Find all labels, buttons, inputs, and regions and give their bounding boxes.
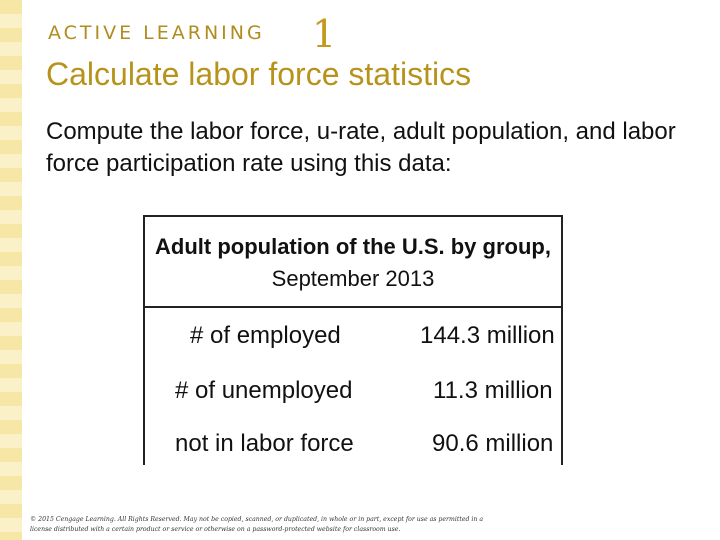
table-header-bold: Adult population of the U.S. by group,	[155, 234, 551, 259]
data-table: Adult population of the U.S. by group, S…	[143, 215, 563, 465]
row-employed-label: # of employed	[190, 322, 341, 349]
row-unemployed-value: 11.3 million	[433, 377, 553, 404]
row-employed-value: 144.3 million	[420, 322, 555, 349]
active-learning-label: ACTIVE LEARNING	[48, 22, 265, 44]
slide-title: Calculate labor force statistics	[46, 56, 472, 92]
exercise-prompt: Compute the labor force, u-rate, adult p…	[46, 118, 676, 177]
exercise-number: 1	[312, 12, 337, 56]
row-not-in-labor-force-label: not in labor force	[175, 430, 354, 457]
table-header-date: September 2013	[271, 266, 435, 291]
copyright-notice: © 2015 Cengage Learning. All Rights Rese…	[30, 516, 484, 533]
row-not-in-labor-force-value: 90.6 million	[432, 430, 554, 457]
table-header: Adult population of the U.S. by group, S…	[145, 217, 561, 308]
decorative-stripe	[0, 0, 22, 540]
row-unemployed-label: # of unemployed	[175, 377, 353, 404]
